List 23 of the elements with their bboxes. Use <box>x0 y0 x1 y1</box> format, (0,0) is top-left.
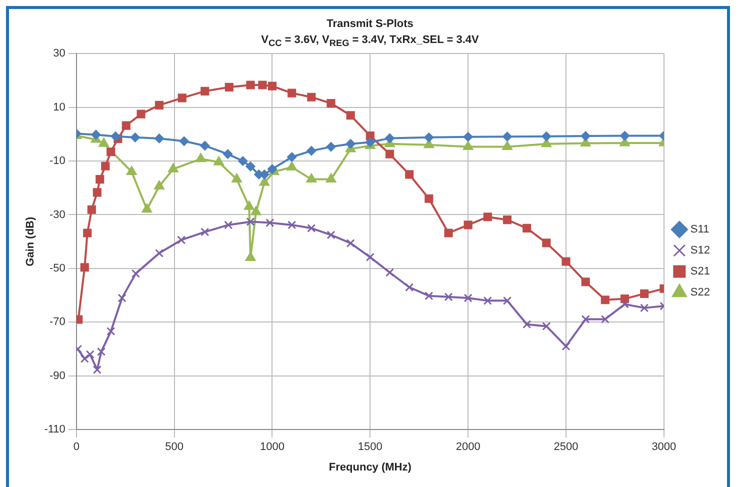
legend-label: S22 <box>690 286 710 299</box>
x-tick-label: 1000 <box>260 441 284 454</box>
y-tick-label: 30 <box>53 48 66 60</box>
y-tick-label: -10 <box>49 155 66 168</box>
y-tick-label: -30 <box>49 208 66 221</box>
chart-title: Transmit S-Plots <box>326 17 414 32</box>
y-tick-label: -50 <box>49 262 66 274</box>
x-tick-label: 0 <box>73 441 80 454</box>
legend-label: S21 <box>690 266 710 278</box>
x-tick-label: 2500 <box>554 441 578 454</box>
x-tick-label: 3000 <box>652 441 676 454</box>
x-axis-title: Frequncy (MHz) <box>328 461 412 474</box>
x-tick-label: 2000 <box>456 441 480 454</box>
x-tick-label: 500 <box>165 441 184 454</box>
y-tick-label: -90 <box>49 370 66 382</box>
x-tick-label: 1500 <box>358 441 382 454</box>
y-tick-label: -110 <box>44 424 66 436</box>
legend-label: S11 <box>690 224 710 236</box>
legend-label: S12 <box>690 244 710 257</box>
y-tick-label: -70 <box>49 316 66 328</box>
y-tick-label: 10 <box>53 101 66 114</box>
y-axis-title: Gain (dB) <box>24 216 37 266</box>
chart-subtitle: V$_{CC}$ = 3.6V, V$_{REG}$ = 3.4V, TxRx_SEL = 3.4V <box>261 34 479 48</box>
